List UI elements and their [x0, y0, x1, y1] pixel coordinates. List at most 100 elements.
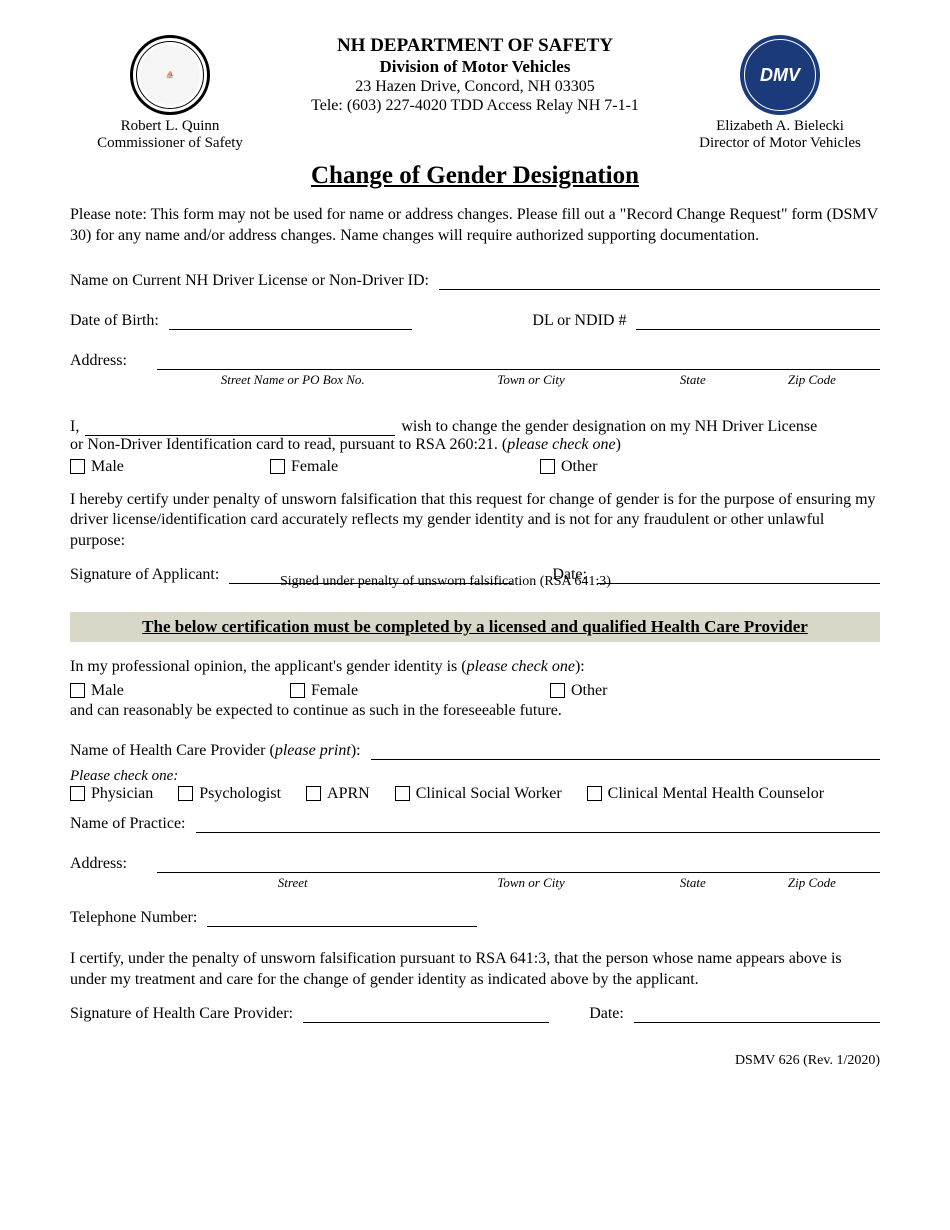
- provider-date-input[interactable]: [634, 1005, 880, 1023]
- provider-name-label: Name of Health Care Provider (please pri…: [70, 742, 361, 760]
- header: ⛵ Robert L. Quinn Commissioner of Safety…: [70, 35, 880, 152]
- pcheck-other[interactable]: [550, 683, 565, 698]
- check-female[interactable]: [270, 459, 285, 474]
- state-seal-icon: ⛵: [130, 35, 210, 115]
- provider-address-input[interactable]: [157, 855, 880, 873]
- pcheck-male[interactable]: [70, 683, 85, 698]
- provider-continue-line: and can reasonably be expected to contin…: [70, 702, 880, 720]
- pcheck-male-label: Male: [91, 682, 124, 700]
- form-note: Please note: This form may not be used f…: [70, 205, 880, 247]
- decl-line2-end: ): [616, 436, 621, 453]
- director-name: Elizabeth A. Bielecki: [680, 118, 880, 135]
- provider-date-label: Date:: [589, 1005, 624, 1023]
- check-other-label: Other: [561, 458, 597, 476]
- dmv-seal-icon: DMV: [740, 35, 820, 115]
- label-physician: Physician: [91, 785, 153, 803]
- address-label: Address:: [70, 352, 127, 370]
- check-female-label: Female: [291, 458, 338, 476]
- address-row: Address:: [70, 352, 880, 370]
- header-right: DMV Elizabeth A. Bielecki Director of Mo…: [680, 35, 880, 152]
- dlid-label: DL or NDID #: [532, 312, 626, 330]
- label-aprn: APRN: [327, 785, 370, 803]
- sub-state: State: [642, 372, 744, 388]
- psub-town: Town or City: [420, 875, 641, 891]
- label-cmhc: Clinical Mental Health Counselor: [608, 785, 824, 803]
- check-cmhc[interactable]: [587, 786, 602, 801]
- provider-opinion-line: In my professional opinion, the applican…: [70, 658, 880, 676]
- commissioner-title: Commissioner of Safety: [70, 135, 270, 152]
- provider-opinion-post: ):: [575, 658, 585, 675]
- name-field-row: Name on Current NH Driver License or Non…: [70, 272, 880, 290]
- provider-name-input[interactable]: [371, 742, 880, 760]
- provider-name-label-post: ):: [351, 742, 361, 759]
- applicant-date-input[interactable]: [597, 566, 880, 584]
- practice-label: Name of Practice:: [70, 815, 186, 833]
- provider-sig-row: Signature of Health Care Provider: Date:: [70, 1005, 880, 1023]
- decl-prefix: I,: [70, 418, 79, 436]
- check-csw[interactable]: [395, 786, 410, 801]
- provider-sig-input[interactable]: [303, 1005, 549, 1023]
- label-psychologist: Psychologist: [199, 785, 281, 803]
- provider-sig-label: Signature of Health Care Provider:: [70, 1005, 293, 1023]
- psub-state: State: [642, 875, 744, 891]
- provider-address-label: Address:: [70, 855, 127, 873]
- form-footer: DSMV 626 (Rev. 1/2020): [70, 1053, 880, 1069]
- decl-name-input[interactable]: [85, 418, 395, 436]
- provider-type-checks: Physician Psychologist APRN Clinical Soc…: [70, 785, 880, 803]
- check-male[interactable]: [70, 459, 85, 474]
- decl-line2: or Non-Driver Identification card to rea…: [70, 436, 507, 453]
- decl-suffix: wish to change the gender designation on…: [401, 418, 817, 436]
- provider-opinion-pre: In my professional opinion, the applican…: [70, 658, 467, 675]
- applicant-gender-checks: Male Female Other: [70, 458, 880, 476]
- provider-name-row: Name of Health Care Provider (please pri…: [70, 742, 880, 760]
- name-label: Name on Current NH Driver License or Non…: [70, 272, 429, 290]
- dept-phone: Tele: (603) 227-4020 TDD Access Relay NH…: [270, 97, 680, 115]
- sub-street: Street Name or PO Box No.: [165, 372, 420, 388]
- provider-please-check: Please check one:: [70, 768, 880, 785]
- dob-dl-row: Date of Birth: DL or NDID #: [70, 312, 880, 330]
- provider-phone-input[interactable]: [207, 909, 477, 927]
- dob-input[interactable]: [169, 312, 413, 330]
- dlid-input[interactable]: [636, 312, 880, 330]
- provider-phone-row: Telephone Number:: [70, 909, 880, 927]
- psub-zip: Zip Code: [744, 875, 880, 891]
- practice-row: Name of Practice:: [70, 815, 880, 833]
- provider-gender-checks: Male Female Other: [70, 682, 880, 700]
- commissioner-name: Robert L. Quinn: [70, 118, 270, 135]
- dmv-seal-text: DMV: [760, 65, 800, 86]
- division-title: Division of Motor Vehicles: [270, 57, 680, 77]
- form-title: Change of Gender Designation: [70, 162, 880, 190]
- dept-address: 23 Hazen Drive, Concord, NH 03305: [270, 78, 680, 96]
- check-other[interactable]: [540, 459, 555, 474]
- pcheck-other-label: Other: [571, 682, 607, 700]
- provider-address-row: Address:: [70, 855, 880, 873]
- header-center: NH DEPARTMENT OF SAFETY Division of Moto…: [270, 35, 680, 116]
- sub-town: Town or City: [420, 372, 641, 388]
- declaration-block: I, wish to change the gender designation…: [70, 418, 880, 454]
- address-input[interactable]: [157, 352, 880, 370]
- decl-line2-italic: please check one: [507, 436, 615, 453]
- provider-address-sublabels: Street Town or City State Zip Code: [70, 875, 880, 891]
- check-psychologist[interactable]: [178, 786, 193, 801]
- provider-name-label-italic: please print: [275, 742, 351, 759]
- provider-certify-para: I certify, under the penalty of unsworn …: [70, 949, 880, 991]
- psub-street: Street: [165, 875, 420, 891]
- provider-name-label-pre: Name of Health Care Provider (: [70, 742, 275, 759]
- check-physician[interactable]: [70, 786, 85, 801]
- check-aprn[interactable]: [306, 786, 321, 801]
- department-title: NH DEPARTMENT OF SAFETY: [270, 35, 680, 57]
- applicant-sig-label: Signature of Applicant:: [70, 566, 219, 584]
- label-csw: Clinical Social Worker: [416, 785, 562, 803]
- certify-paragraph: I hereby certify under penalty of unswor…: [70, 490, 880, 552]
- check-male-label: Male: [91, 458, 124, 476]
- form-page: ⛵ Robert L. Quinn Commissioner of Safety…: [0, 0, 950, 1099]
- provider-phone-label: Telephone Number:: [70, 909, 197, 927]
- director-title: Director of Motor Vehicles: [680, 135, 880, 152]
- dob-label: Date of Birth:: [70, 312, 159, 330]
- practice-input[interactable]: [196, 815, 881, 833]
- header-left: ⛵ Robert L. Quinn Commissioner of Safety: [70, 35, 270, 152]
- provider-opinion-italic: please check one: [467, 658, 575, 675]
- pcheck-female-label: Female: [311, 682, 358, 700]
- pcheck-female[interactable]: [290, 683, 305, 698]
- name-input[interactable]: [439, 272, 880, 290]
